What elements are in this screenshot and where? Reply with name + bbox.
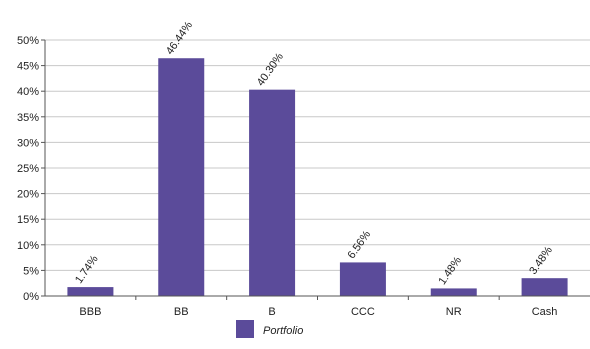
y-tick-label: 45% bbox=[17, 61, 39, 73]
bars bbox=[67, 58, 568, 296]
y-tick-label: 0% bbox=[23, 291, 39, 303]
legend: Portfolio bbox=[236, 320, 303, 338]
x-tick-label: B bbox=[268, 306, 275, 318]
data-label: 46.44% bbox=[164, 19, 195, 57]
y-tick-label: 10% bbox=[17, 240, 39, 252]
y-tick-label: 5% bbox=[23, 265, 39, 277]
y-axis: 0% 5% 10% 15% 20% 25% 30% 35% 40% 45% 50% bbox=[17, 35, 46, 303]
data-label: 3.48% bbox=[527, 244, 555, 277]
x-tick-label: Cash bbox=[532, 306, 558, 318]
legend-label: Portfolio bbox=[263, 325, 303, 337]
y-tick-label: 15% bbox=[17, 214, 39, 226]
x-tick-label: CCC bbox=[351, 306, 375, 318]
bar-bbb bbox=[67, 287, 114, 296]
bar-nr bbox=[430, 288, 477, 296]
y-tick-label: 35% bbox=[17, 112, 39, 124]
gridlines bbox=[45, 39, 590, 271]
x-tick-label: NR bbox=[446, 306, 462, 318]
legend-swatch bbox=[236, 320, 254, 338]
bar-bb bbox=[158, 58, 205, 296]
data-label: 40.30% bbox=[255, 51, 286, 89]
bar-ccc bbox=[339, 262, 386, 296]
x-tick-label: BBB bbox=[79, 306, 101, 318]
y-tick-label: 20% bbox=[17, 189, 39, 201]
data-labels: 1.74%46.44%40.30%6.56%1.48% 3.48% bbox=[73, 19, 555, 287]
bar-cash bbox=[521, 278, 568, 296]
data-label: 1.74% bbox=[73, 253, 101, 286]
x-tick-label: BB bbox=[174, 306, 189, 318]
y-tick-label: 50% bbox=[17, 35, 39, 47]
y-tick-label: 25% bbox=[17, 163, 39, 175]
y-tick-label: 30% bbox=[17, 137, 39, 149]
bar-b bbox=[249, 89, 296, 296]
x-axis: BBB BB B CCC NR Cash bbox=[45, 295, 590, 318]
y-tick-label: 40% bbox=[17, 86, 39, 98]
